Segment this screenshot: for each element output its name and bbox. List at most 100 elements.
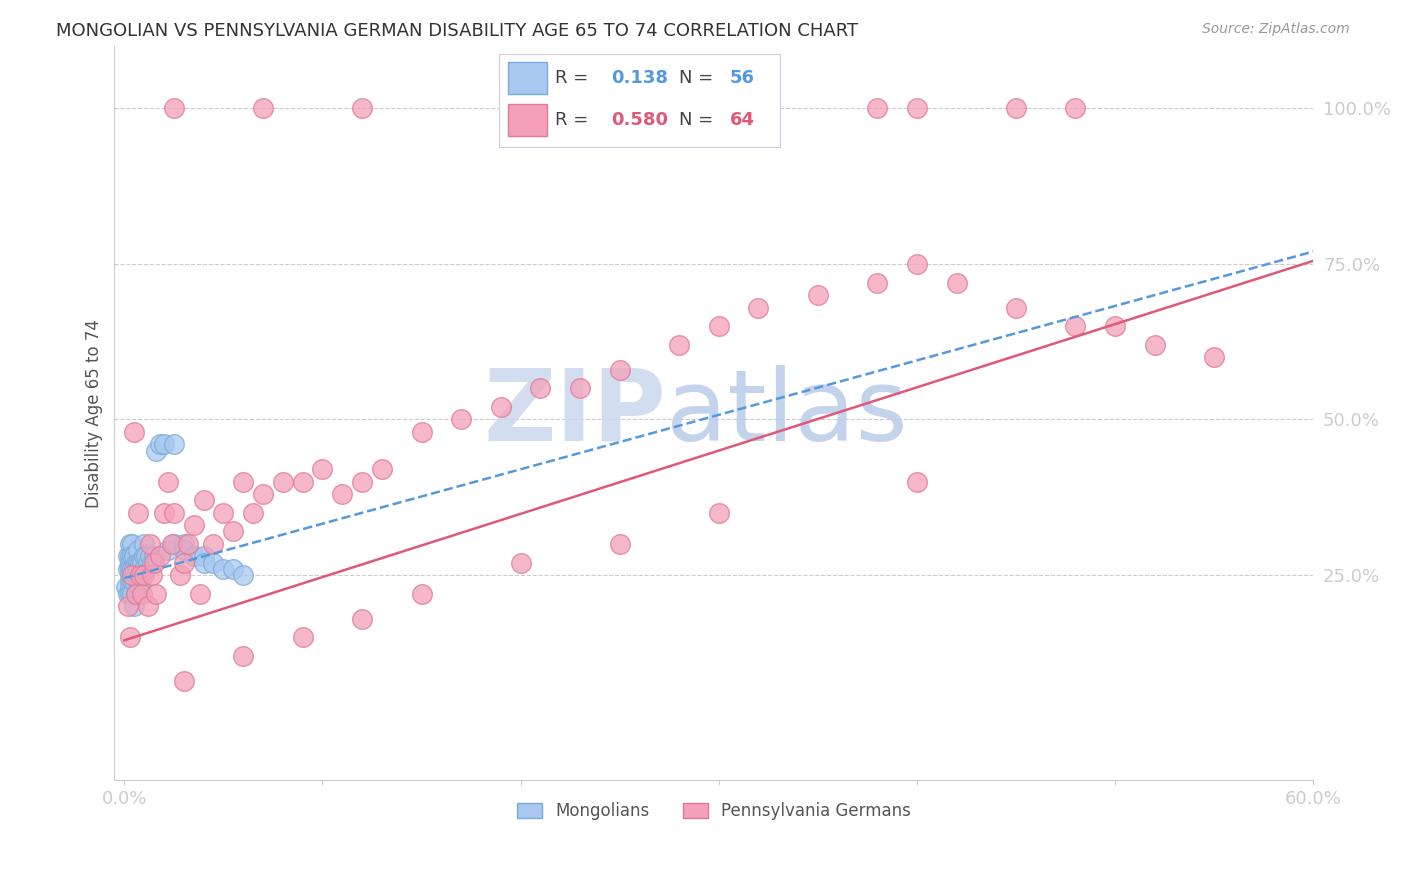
Point xyxy=(163,102,186,116)
Point xyxy=(127,562,149,576)
Point xyxy=(117,562,139,576)
Point xyxy=(139,537,162,551)
Point xyxy=(120,574,142,589)
Point xyxy=(129,568,152,582)
Point xyxy=(141,568,163,582)
FancyBboxPatch shape xyxy=(508,104,547,136)
Point xyxy=(120,562,142,576)
Point xyxy=(156,475,179,489)
Point xyxy=(173,556,195,570)
Point xyxy=(242,506,264,520)
Point xyxy=(149,437,172,451)
Point xyxy=(173,543,195,558)
Point xyxy=(252,487,274,501)
Point xyxy=(129,581,152,595)
Legend: Mongolians, Pennsylvania Germans: Mongolians, Pennsylvania Germans xyxy=(510,796,918,827)
Point xyxy=(122,574,145,589)
Point xyxy=(489,400,512,414)
Point xyxy=(1005,301,1028,315)
Point xyxy=(145,587,167,601)
Point xyxy=(352,475,374,489)
FancyBboxPatch shape xyxy=(508,62,547,94)
Point xyxy=(173,673,195,688)
Point xyxy=(252,102,274,116)
Text: R =: R = xyxy=(555,69,595,87)
Point xyxy=(1204,351,1226,365)
Point xyxy=(707,319,730,334)
Point xyxy=(707,506,730,520)
Point xyxy=(411,587,433,601)
Point xyxy=(212,562,235,576)
Point xyxy=(1064,102,1087,116)
Point xyxy=(183,549,205,564)
Point xyxy=(125,587,148,601)
Point xyxy=(120,587,142,601)
Point xyxy=(117,599,139,613)
Point xyxy=(569,381,592,395)
Point xyxy=(291,475,314,489)
Point xyxy=(807,288,830,302)
Point xyxy=(125,556,148,570)
Point xyxy=(153,506,176,520)
Point xyxy=(222,562,245,576)
Point xyxy=(134,549,156,564)
Point xyxy=(905,257,928,271)
Point xyxy=(122,425,145,439)
Point xyxy=(411,425,433,439)
Point xyxy=(121,549,143,564)
Point xyxy=(352,102,374,116)
Point xyxy=(1104,319,1126,334)
Point xyxy=(127,556,149,570)
Point xyxy=(450,412,472,426)
Point xyxy=(509,556,531,570)
Text: MONGOLIAN VS PENNSYLVANIA GERMAN DISABILITY AGE 65 TO 74 CORRELATION CHART: MONGOLIAN VS PENNSYLVANIA GERMAN DISABIL… xyxy=(56,22,859,40)
Point xyxy=(134,568,156,582)
Text: 0.580: 0.580 xyxy=(612,111,669,129)
Point xyxy=(122,562,145,576)
Point xyxy=(222,524,245,539)
Point xyxy=(122,599,145,613)
Point xyxy=(120,549,142,564)
Point xyxy=(125,568,148,582)
Point xyxy=(115,581,138,595)
Point xyxy=(129,556,152,570)
Point xyxy=(129,568,152,582)
Point xyxy=(1005,102,1028,116)
Point xyxy=(131,556,153,570)
Point xyxy=(232,475,254,489)
Point xyxy=(136,556,159,570)
Point xyxy=(905,475,928,489)
Point xyxy=(707,102,730,116)
Point xyxy=(905,102,928,116)
Point xyxy=(173,537,195,551)
Point xyxy=(143,556,166,570)
Point xyxy=(330,487,353,501)
Point xyxy=(121,562,143,576)
Point xyxy=(135,549,157,564)
Text: atlas: atlas xyxy=(666,365,907,462)
Point xyxy=(1143,338,1166,352)
Point xyxy=(120,568,142,582)
Point xyxy=(866,102,889,116)
Point xyxy=(156,543,179,558)
Point xyxy=(163,537,186,551)
Point xyxy=(145,443,167,458)
Point xyxy=(117,549,139,564)
Point xyxy=(193,556,215,570)
Point xyxy=(291,630,314,644)
Point xyxy=(529,381,551,395)
Point xyxy=(866,276,889,290)
Point xyxy=(163,506,186,520)
Point xyxy=(945,276,967,290)
Point xyxy=(117,587,139,601)
Point xyxy=(747,301,769,315)
Point xyxy=(609,362,631,376)
Point xyxy=(668,338,690,352)
Point xyxy=(271,475,294,489)
Point xyxy=(747,102,769,116)
Text: 0.138: 0.138 xyxy=(612,69,669,87)
Point xyxy=(121,587,143,601)
Point xyxy=(232,568,254,582)
Point xyxy=(121,568,143,582)
Text: ZIP: ZIP xyxy=(484,365,666,462)
